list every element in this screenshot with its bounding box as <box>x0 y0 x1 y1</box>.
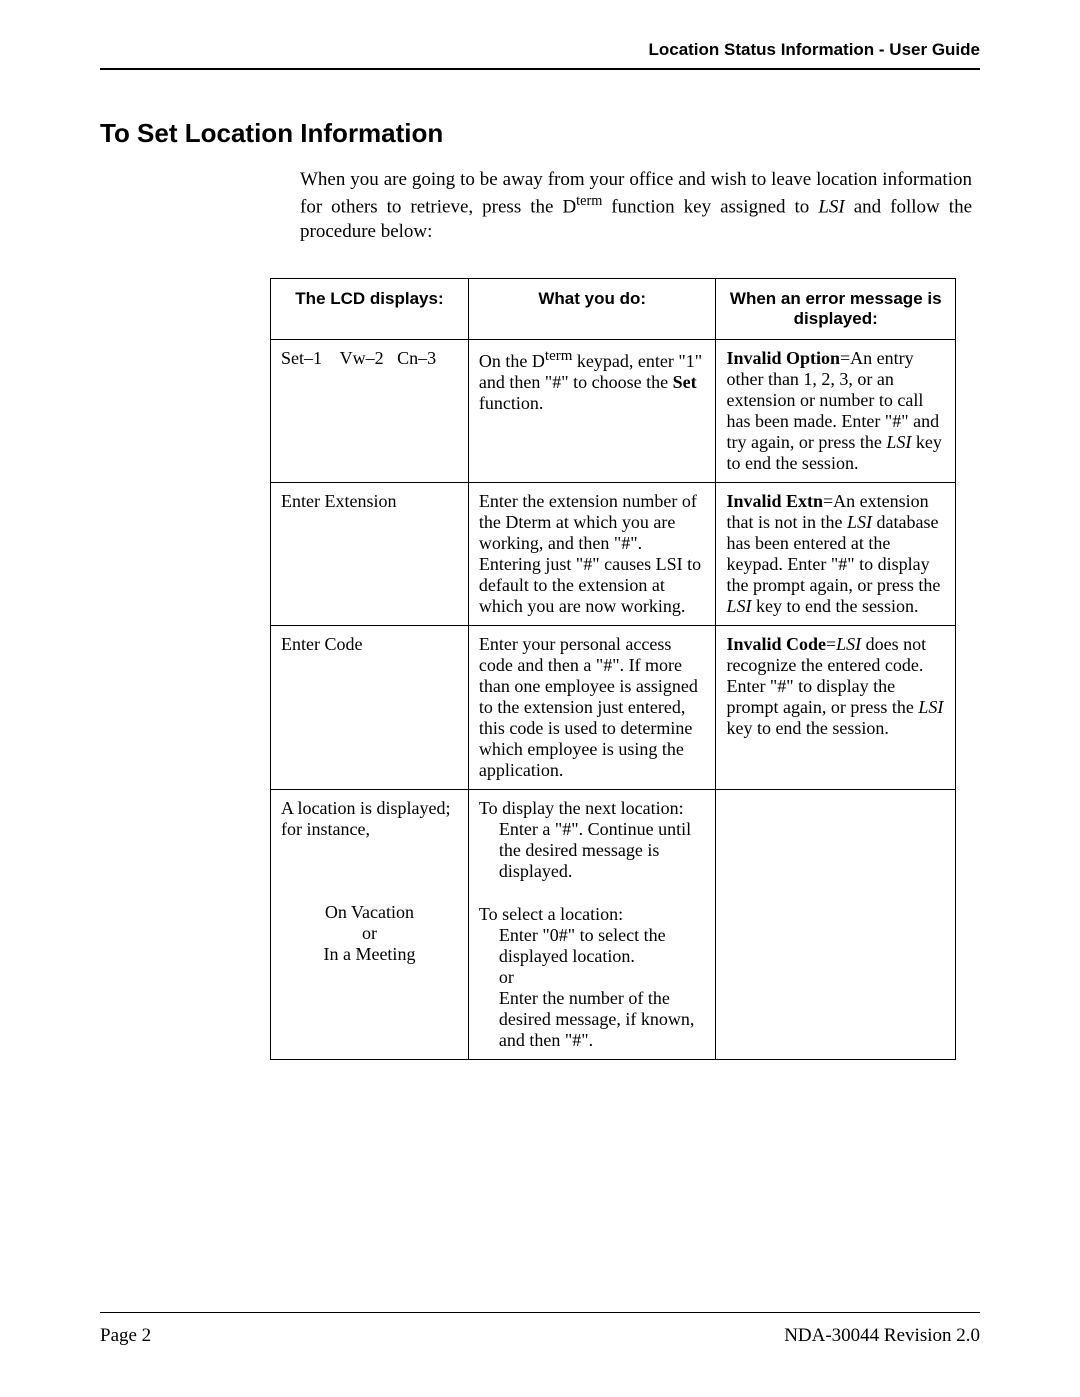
header-title: Location Status Information - User Guide <box>648 40 980 59</box>
action-text: function. <box>479 393 544 413</box>
error-italic: LSI <box>847 512 872 532</box>
footer-right: NDA-30044 Revision 2.0 <box>784 1325 980 1347</box>
action-indent-line: or <box>499 967 706 988</box>
lcd-example: On Vacation or In a Meeting <box>281 902 458 965</box>
lcd-text: A location is displayed; for instance, <box>281 798 458 840</box>
lcd-example-line: or <box>281 923 458 944</box>
table-row: Enter Extension Enter the extension numb… <box>271 483 956 626</box>
cell-lcd: Enter Extension <box>271 483 469 626</box>
action-indent: Enter a "#". Continue until the desired … <box>479 819 706 882</box>
lcd-example-line: On Vacation <box>281 902 458 923</box>
cell-action: On the Dterm keypad, enter "1" and then … <box>468 340 716 483</box>
running-header: Location Status Information - User Guide <box>100 40 980 70</box>
action-text: On the D <box>479 351 545 371</box>
error-text: = <box>826 634 836 654</box>
cell-error: Invalid Option=An entry other than 1, 2,… <box>716 340 956 483</box>
cell-action: Enter the extension number of the Dterm … <box>468 483 716 626</box>
cell-lcd: Enter Code <box>271 626 469 790</box>
error-italic: LSI <box>918 697 943 717</box>
action-subhead: To display the next location: <box>479 798 706 819</box>
th-lcd: The LCD displays: <box>271 279 469 340</box>
table-row: Set–1 Vw–2 Cn–3 On the Dterm keypad, ent… <box>271 340 956 483</box>
cell-action: To display the next location: Enter a "#… <box>468 790 716 1060</box>
lcd-example-line: In a Meeting <box>281 944 458 965</box>
error-italic: LSI <box>726 596 751 616</box>
section-intro: When you are going to be away from your … <box>300 168 972 244</box>
table-row: Enter Code Enter your personal access co… <box>271 626 956 790</box>
lcd-text: Set–1 Vw–2 Cn–3 <box>281 348 436 368</box>
section-title: To Set Location Information <box>100 118 980 149</box>
cell-lcd: A location is displayed; for instance, O… <box>271 790 469 1060</box>
error-bold: Invalid Extn <box>726 491 823 511</box>
cell-error: Invalid Extn=An extension that is not in… <box>716 483 956 626</box>
action-indent-line: Enter the number of the desired message,… <box>499 988 706 1051</box>
cell-action: Enter your personal access code and then… <box>468 626 716 790</box>
action-indent-line: Enter "0#" to select the displayed locat… <box>499 925 706 967</box>
page-footer: Page 2 NDA-30044 Revision 2.0 <box>100 1312 980 1347</box>
action-bold: Set <box>673 372 697 392</box>
error-text: key to end the session. <box>751 596 918 616</box>
error-italic: LSI <box>886 432 911 452</box>
procedure-table: The LCD displays: What you do: When an e… <box>270 278 956 1060</box>
error-bold: Invalid Option <box>726 348 840 368</box>
cell-lcd: Set–1 Vw–2 Cn–3 <box>271 340 469 483</box>
error-bold: Invalid Code <box>726 634 826 654</box>
intro-text-2: function key assigned to <box>602 197 818 218</box>
error-text: key to end the session. <box>726 718 888 738</box>
th-action: What you do: <box>468 279 716 340</box>
error-italic: LSI <box>836 634 861 654</box>
footer-left: Page 2 <box>100 1325 151 1347</box>
cell-error-empty <box>716 790 956 1060</box>
intro-italic: LSI <box>818 197 844 218</box>
action-indent: Enter "0#" to select the displayed locat… <box>479 925 706 1051</box>
cell-error: Invalid Code=LSI does not recognize the … <box>716 626 956 790</box>
intro-superscript: term <box>576 193 602 209</box>
table-row: A location is displayed; for instance, O… <box>271 790 956 1060</box>
action-subhead: To select a location: <box>479 904 706 925</box>
th-error: When an error message is displayed: <box>716 279 956 340</box>
action-sup: term <box>545 348 573 364</box>
